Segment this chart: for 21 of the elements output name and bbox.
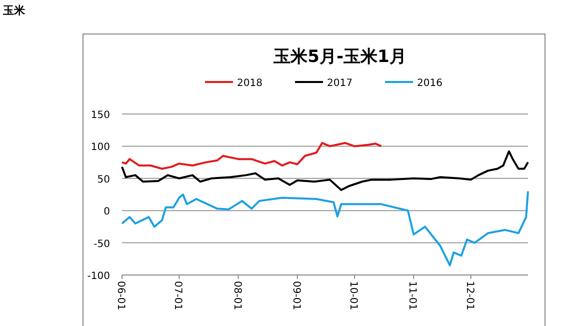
y-tick-label: 50 xyxy=(97,174,110,186)
x-tick-label: 10-01 xyxy=(348,281,359,310)
x-tick-label: 09-01 xyxy=(290,281,302,310)
line-series xyxy=(121,142,382,170)
legend-label: 2018 xyxy=(237,78,262,89)
x-tick-label: 08-01 xyxy=(231,281,242,310)
y-tick-label: 150 xyxy=(90,110,110,121)
x-tick-label: 06-01 xyxy=(115,281,126,310)
legend-label: 2016 xyxy=(417,78,442,89)
line-series xyxy=(121,150,529,191)
y-tick-label: 0 xyxy=(104,206,110,218)
legend-label: 2017 xyxy=(327,78,352,89)
y-tick-label: 100 xyxy=(90,142,110,154)
line-series xyxy=(121,190,529,266)
text: 玉米 xyxy=(2,4,26,17)
x-tick-label: 12-01 xyxy=(464,281,475,310)
x-tick-label: 07-01 xyxy=(172,281,184,310)
chart-title: 玉米5月-玉米1月 xyxy=(272,47,406,67)
y-tick-label: -100 xyxy=(87,271,110,282)
x-tick-label: 11-01 xyxy=(406,281,418,310)
y-tick-label: -50 xyxy=(94,238,110,250)
